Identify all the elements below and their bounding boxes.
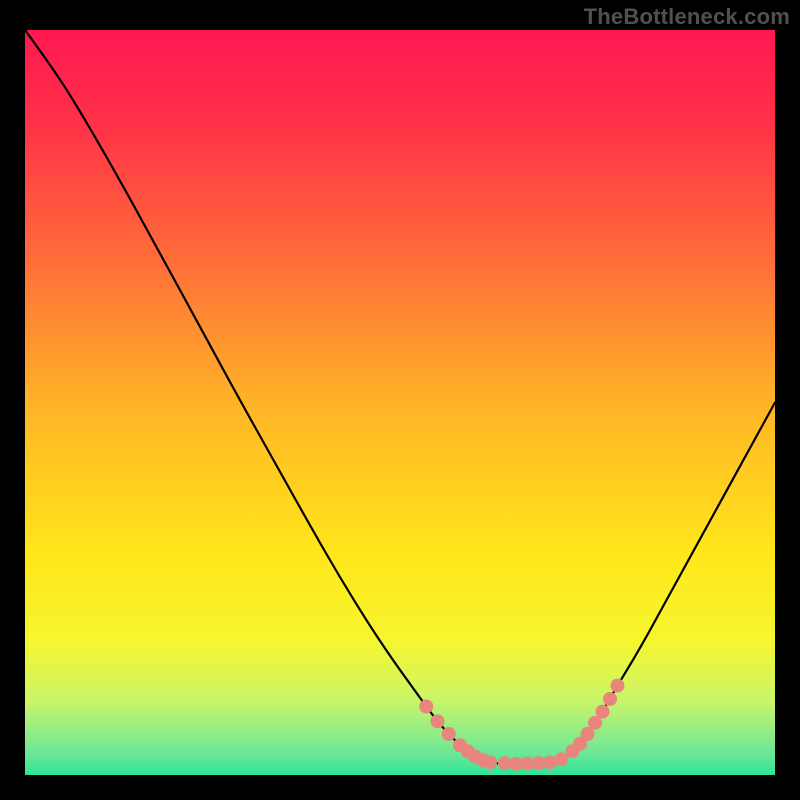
- marker-point: [419, 699, 433, 713]
- marker-point: [596, 705, 610, 719]
- watermark-text: TheBottleneck.com: [584, 4, 790, 30]
- chart-frame: TheBottleneck.com: [0, 0, 800, 800]
- marker-point: [442, 727, 456, 741]
- marker-point: [603, 692, 617, 706]
- marker-point: [483, 755, 497, 769]
- marker-point: [554, 752, 568, 766]
- chart-background: [25, 30, 775, 775]
- marker-point: [611, 679, 625, 693]
- bottleneck-chart: [25, 30, 775, 775]
- chart-svg: [25, 30, 775, 775]
- marker-point: [431, 714, 445, 728]
